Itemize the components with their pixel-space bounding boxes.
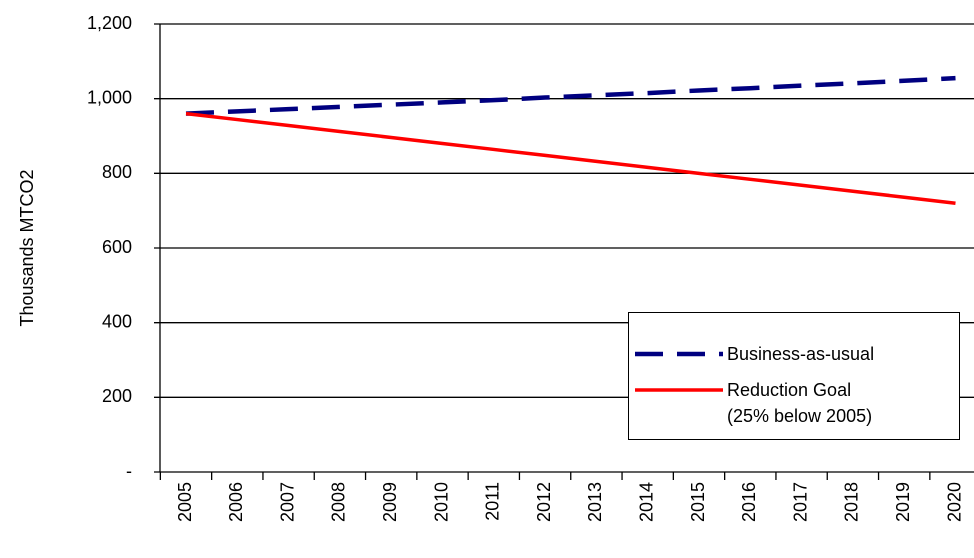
x-tick-label: 2013 (585, 482, 605, 522)
legend-swatch (635, 388, 723, 392)
series-line (185, 75, 956, 116)
x-tick-label: 2005 (175, 482, 195, 522)
y-tick-label: 800 (102, 162, 132, 182)
y-tick-label: 1,000 (87, 87, 132, 107)
x-tick-label: 2009 (380, 482, 400, 522)
x-tick-label: 2012 (534, 482, 554, 522)
y-tick-label: 600 (102, 237, 132, 257)
y-tick-label: 400 (102, 311, 132, 331)
x-tick-label: 2008 (329, 482, 349, 522)
legend-item: Reduction Goal (25% below 2005) (629, 377, 959, 426)
x-tick-label: 2006 (226, 482, 246, 522)
y-tick-label: 1,200 (87, 13, 132, 33)
y-tick-label: 200 (102, 386, 132, 406)
x-tick-label: 2010 (431, 482, 451, 522)
x-tick-label: 2016 (739, 482, 759, 522)
x-tick-label: 2007 (277, 482, 297, 522)
legend: Business-as-usual Reduction Goal (25% bel… (628, 312, 960, 440)
x-tick-label: 2018 (842, 482, 862, 522)
x-tick-label: 2020 (944, 482, 964, 522)
legend-swatch (635, 351, 723, 357)
x-tick-label: 2017 (790, 482, 810, 522)
x-tick-label: 2015 (688, 482, 708, 522)
legend-label: Reduction Goal (25% below 2005) (727, 380, 873, 426)
x-tick-label: 2014 (636, 482, 656, 522)
series-line (185, 111, 956, 205)
legend-item: Business-as-usual (629, 341, 959, 381)
x-tick-label: 2011 (483, 482, 503, 521)
legend-label: Business-as-usual (727, 344, 875, 364)
x-tick-label: 2019 (893, 482, 913, 522)
y-axis-label: Thousands MTCO2 (17, 169, 37, 326)
y-tick-label: - (126, 461, 132, 481)
